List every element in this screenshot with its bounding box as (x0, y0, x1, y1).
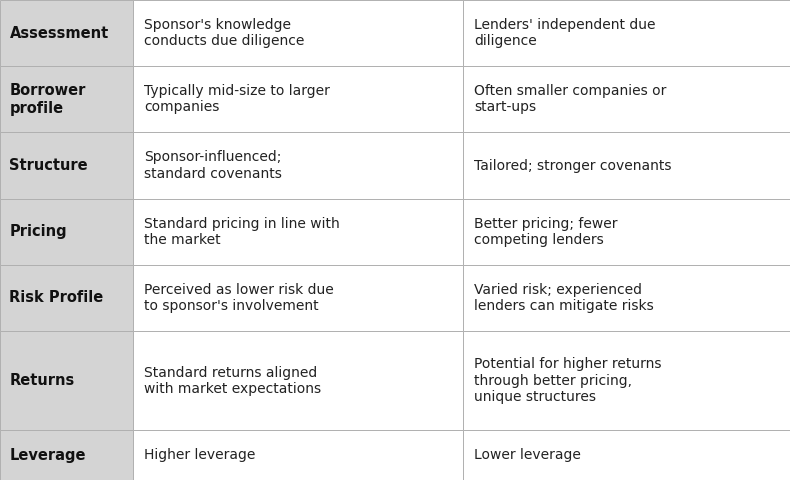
Bar (0, 265, 133, 331)
Bar (133, 265, 463, 331)
Bar (463, 431, 790, 480)
Bar (0, 132, 133, 199)
Text: Assessment: Assessment (9, 25, 109, 41)
Text: Varied risk; experienced
lenders can mitigate risks: Varied risk; experienced lenders can mit… (474, 283, 654, 313)
Bar (463, 265, 790, 331)
Bar (133, 431, 463, 480)
Text: Often smaller companies or
start-ups: Often smaller companies or start-ups (474, 84, 667, 114)
Text: Lower leverage: Lower leverage (474, 448, 581, 462)
Text: Structure: Structure (9, 158, 88, 173)
Text: Lenders' independent due
diligence: Lenders' independent due diligence (474, 18, 656, 48)
Text: Potential for higher returns
through better pricing,
unique structures: Potential for higher returns through bet… (474, 358, 661, 404)
Bar (133, 199, 463, 265)
Text: Returns: Returns (9, 373, 75, 388)
Text: Standard pricing in line with
the market: Standard pricing in line with the market (144, 216, 340, 247)
Text: Leverage: Leverage (9, 448, 86, 463)
Bar (0, 66, 133, 132)
Text: Borrower
profile: Borrower profile (9, 83, 86, 116)
Bar (463, 0, 790, 66)
Bar (133, 132, 463, 199)
Text: Tailored; stronger covenants: Tailored; stronger covenants (474, 158, 672, 172)
Bar (133, 66, 463, 132)
Bar (0, 0, 133, 66)
Bar (463, 331, 790, 431)
Text: Standard returns aligned
with market expectations: Standard returns aligned with market exp… (144, 366, 321, 396)
Text: Typically mid-size to larger
companies: Typically mid-size to larger companies (144, 84, 329, 114)
Bar (133, 331, 463, 431)
Bar (0, 331, 133, 431)
Bar (463, 66, 790, 132)
Text: Higher leverage: Higher leverage (144, 448, 255, 462)
Text: Sponsor-influenced;
standard covenants: Sponsor-influenced; standard covenants (144, 150, 282, 180)
Text: Perceived as lower risk due
to sponsor's involvement: Perceived as lower risk due to sponsor's… (144, 283, 333, 313)
Text: Sponsor's knowledge
conducts due diligence: Sponsor's knowledge conducts due diligen… (144, 18, 304, 48)
Text: Pricing: Pricing (9, 224, 67, 239)
Bar (463, 199, 790, 265)
Bar (133, 0, 463, 66)
Text: Risk Profile: Risk Profile (9, 290, 103, 305)
Bar (0, 431, 133, 480)
Bar (0, 199, 133, 265)
Text: Better pricing; fewer
competing lenders: Better pricing; fewer competing lenders (474, 216, 618, 247)
Bar (463, 132, 790, 199)
